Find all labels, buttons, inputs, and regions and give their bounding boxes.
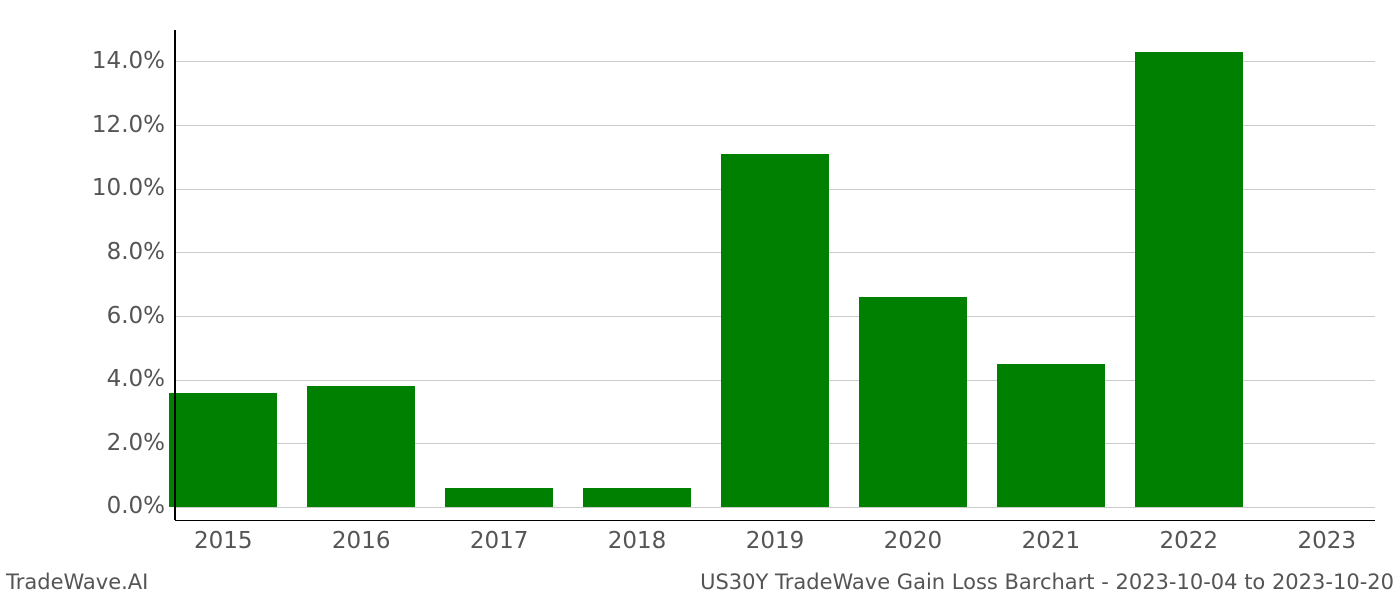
xtick-label: 2018 [587,528,687,554]
ytick-label: 14.0% [85,48,165,74]
ytick-label: 6.0% [85,303,165,329]
bar [859,297,967,507]
bar [1135,52,1243,507]
x-axis-spine [175,520,1375,522]
xtick-label: 2020 [863,528,963,554]
ytick-label: 8.0% [85,239,165,265]
xtick-label: 2022 [1139,528,1239,554]
ytick-label: 2.0% [85,430,165,456]
xtick-label: 2019 [725,528,825,554]
ytick-label: 0.0% [85,493,165,519]
bar [997,364,1105,507]
ytick-label: 10.0% [85,175,165,201]
xtick-label: 2023 [1277,528,1377,554]
bar [169,393,277,508]
bar [583,488,691,507]
footer-right-label: US30Y TradeWave Gain Loss Barchart - 202… [700,570,1394,594]
bar [307,386,415,507]
ytick-label: 4.0% [85,366,165,392]
xtick-label: 2015 [173,528,273,554]
xtick-label: 2017 [449,528,549,554]
bar [721,154,829,507]
chart-container: TradeWave.AI US30Y TradeWave Gain Loss B… [0,0,1400,600]
bar [445,488,553,507]
footer-left-label: TradeWave.AI [6,570,148,594]
ytick-label: 12.0% [85,112,165,138]
y-axis-spine [174,30,176,520]
xtick-label: 2021 [1001,528,1101,554]
xtick-label: 2016 [311,528,411,554]
